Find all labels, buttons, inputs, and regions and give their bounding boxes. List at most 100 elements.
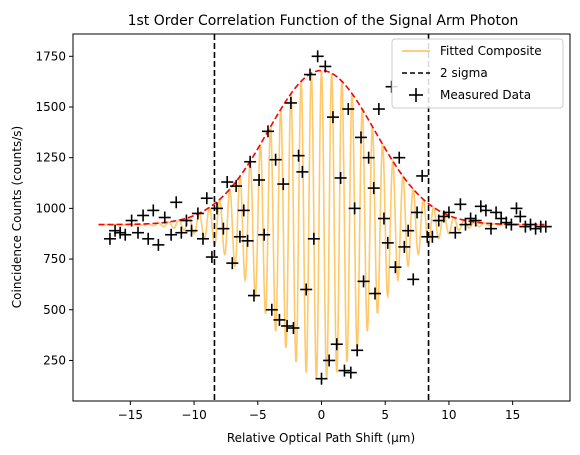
data-point-60 — [362, 151, 375, 164]
data-point-7 — [137, 209, 150, 222]
data-point-97 — [539, 220, 552, 233]
data-point-13 — [170, 196, 183, 209]
data-point-38 — [281, 319, 294, 332]
data-point-1 — [103, 232, 116, 245]
data-point-2 — [109, 224, 122, 237]
data-point-42 — [296, 165, 309, 178]
data-point-23 — [221, 176, 234, 189]
data-point-79 — [449, 226, 462, 239]
data-point-70 — [402, 224, 415, 237]
data-point-34 — [265, 303, 278, 316]
data-point-4 — [119, 228, 132, 241]
x-tick-label: −15 — [118, 408, 143, 422]
data-point-22 — [217, 222, 230, 235]
data-point-37 — [277, 178, 290, 191]
x-tick-label: 5 — [381, 408, 389, 422]
data-point-39 — [284, 96, 297, 109]
data-point-78 — [442, 206, 455, 219]
x-tick-label: 0 — [318, 408, 326, 422]
data-point-61 — [367, 182, 380, 195]
data-point-17 — [191, 207, 204, 220]
data-point-95 — [529, 222, 542, 235]
data-point-33 — [261, 125, 274, 138]
data-point-56 — [348, 202, 361, 215]
legend: Fitted Composite 2 sigma Measured Data — [391, 38, 564, 109]
y-tick-label: 750 — [43, 252, 66, 266]
data-point-30 — [247, 289, 260, 302]
y-tick-label: 1500 — [35, 100, 66, 114]
y-tick-label: 1000 — [35, 201, 66, 215]
data-point-87 — [490, 206, 503, 219]
data-point-72 — [411, 206, 424, 219]
data-point-89 — [500, 216, 513, 229]
x-tick-label: −5 — [249, 408, 267, 422]
data-point-83 — [469, 214, 482, 227]
data-point-64 — [377, 212, 390, 225]
data-point-80 — [454, 198, 467, 211]
y-tick-label: 250 — [43, 353, 66, 367]
data-point-19 — [200, 192, 213, 205]
x-axis: −15 −10 −5 0 5 10 15 — [118, 401, 520, 422]
data-point-47 — [315, 372, 328, 385]
data-point-69 — [398, 240, 411, 253]
data-point-16 — [185, 224, 198, 237]
data-point-32 — [258, 228, 271, 241]
fitted-composite-line — [98, 70, 545, 379]
data-point-6 — [131, 226, 144, 239]
data-point-27 — [237, 204, 250, 217]
x-axis-label: Relative Optical Path Shift (μm) — [227, 431, 415, 445]
x-tick-label: −10 — [181, 408, 206, 422]
data-point-31 — [253, 173, 266, 186]
data-point-41 — [292, 149, 305, 162]
data-point-52 — [334, 171, 347, 184]
legend-data-label: Measured Data — [440, 88, 531, 102]
data-point-71 — [407, 273, 420, 286]
data-point-90 — [505, 218, 518, 231]
data-point-54 — [342, 103, 355, 116]
y-tick-label: 1250 — [35, 151, 66, 165]
data-point-10 — [152, 238, 165, 251]
data-point-36 — [273, 313, 286, 326]
data-point-68 — [393, 151, 406, 164]
data-point-49 — [323, 354, 336, 367]
data-point-28 — [241, 234, 254, 247]
data-point-59 — [357, 275, 370, 288]
chart-title: 1st Order Correlation Function of the Si… — [128, 13, 519, 29]
data-point-91 — [510, 202, 523, 215]
legend-sigma-label: 2 sigma — [440, 66, 488, 80]
data-point-65 — [381, 236, 394, 249]
data-point-11 — [158, 211, 171, 224]
legend-fit-label: Fitted Composite — [440, 44, 542, 58]
data-point-51 — [330, 338, 343, 351]
data-point-57 — [351, 344, 364, 357]
plot-area — [98, 34, 552, 401]
data-point-73 — [416, 169, 429, 182]
data-point-86 — [484, 222, 497, 235]
data-point-92 — [514, 210, 527, 223]
data-point-24 — [226, 257, 239, 270]
data-point-44 — [304, 68, 317, 81]
data-point-35 — [269, 153, 282, 166]
data-point-21 — [211, 202, 224, 215]
x-tick-label: 15 — [505, 408, 520, 422]
data-point-81 — [459, 218, 472, 231]
data-point-55 — [344, 366, 357, 379]
data-point-29 — [244, 155, 257, 168]
data-point-25 — [230, 180, 243, 193]
data-point-67 — [389, 261, 402, 274]
y-tick-label: 1750 — [35, 49, 66, 63]
data-point-26 — [233, 230, 246, 243]
data-point-82 — [464, 212, 477, 225]
data-point-18 — [196, 232, 209, 245]
data-point-75 — [426, 230, 439, 243]
data-point-14 — [175, 226, 188, 239]
data-point-93 — [519, 220, 532, 233]
data-point-9 — [147, 204, 160, 217]
y-tick-label: 500 — [43, 303, 66, 317]
legend-data-swatch — [409, 88, 423, 102]
data-point-20 — [205, 251, 218, 264]
data-point-45 — [307, 232, 320, 245]
data-point-46 — [311, 50, 324, 63]
data-point-50 — [326, 111, 339, 124]
